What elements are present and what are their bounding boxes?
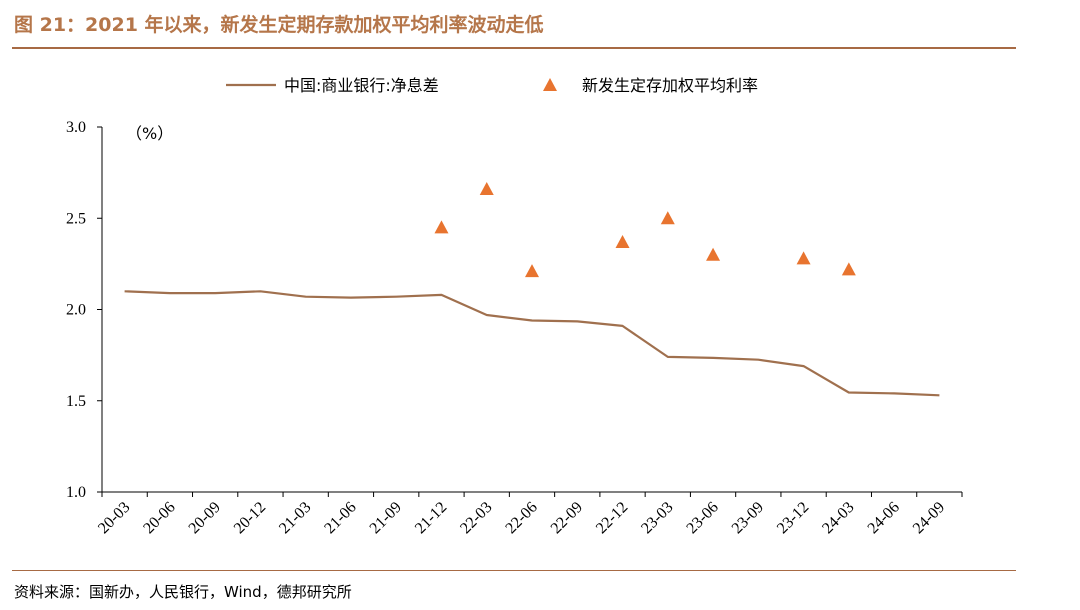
series-layer: [124, 182, 940, 397]
data-point-triangle: [434, 220, 449, 234]
x-tick-label: 22-03: [457, 499, 495, 537]
y-tick-label: 1.5: [66, 393, 86, 410]
data-point-triangle: [841, 262, 856, 276]
chart: 中国:商业银行:净息差 新发生定存加权平均利率 （%） 1.0 1.5 2.0 2.5 3…: [66, 76, 963, 537]
series-line-net-interest-margin: [124, 290, 940, 397]
x-tick-label: 23-03: [638, 499, 676, 537]
title-divider: [12, 47, 1016, 49]
data-point-triangle: [706, 247, 721, 261]
x-tick-label: 22-12: [593, 499, 631, 537]
x-tick-label: 24-06: [865, 499, 903, 537]
y-tick-label: 2.5: [66, 210, 86, 227]
legend-label-deposit-rate: 新发生定存加权平均利率: [582, 76, 758, 95]
x-tick-label: 23-12: [774, 499, 812, 537]
x-tick-label: 24-03: [819, 499, 857, 537]
data-point-triangle: [479, 182, 494, 196]
x-tick-label: 21-09: [367, 499, 405, 537]
source-note: 资料来源：国新办，人民银行，Wind，德邦研究所: [14, 583, 352, 601]
x-tick-label: 21-12: [412, 499, 450, 537]
y-tick-label: 3.0: [66, 119, 86, 136]
x-tick-label: 23-06: [683, 499, 721, 537]
y-tick-label: 1.0: [66, 484, 86, 501]
figure-title: 图 21：2021 年以来，新发生定期存款加权平均利率波动走低: [14, 14, 544, 36]
x-tick-label: 23-09: [729, 499, 767, 537]
y-tick-label: 2.0: [66, 302, 86, 319]
legend: 中国:商业银行:净息差 新发生定存加权平均利率: [226, 76, 758, 95]
data-point-triangle: [525, 264, 539, 278]
source-divider: [12, 570, 1016, 571]
data-point-triangle: [796, 251, 811, 265]
x-tick-label: 20-03: [95, 499, 133, 537]
x-tick-label: 20-06: [140, 499, 178, 537]
legend-label-net-interest-margin: 中国:商业银行:净息差: [284, 76, 439, 95]
x-tick-label: 21-06: [321, 499, 359, 537]
x-tick-label: 22-06: [502, 499, 540, 537]
x-tick-label: 21-03: [276, 499, 314, 537]
y-axis-unit-label: （%）: [126, 124, 173, 143]
x-tick-label: 22-09: [548, 499, 586, 537]
data-point-triangle: [615, 234, 630, 248]
x-tick-label: 20-12: [231, 499, 269, 537]
data-point-triangle: [660, 211, 675, 225]
x-tick-label: 20-09: [186, 499, 224, 537]
x-tick-label: 24-09: [910, 499, 948, 537]
legend-triangle-swatch: [543, 78, 557, 91]
axes: 1.0 1.5 2.0 2.5 3.0 20-03 20-06 20-09 20-12 21-03…: [66, 119, 963, 537]
